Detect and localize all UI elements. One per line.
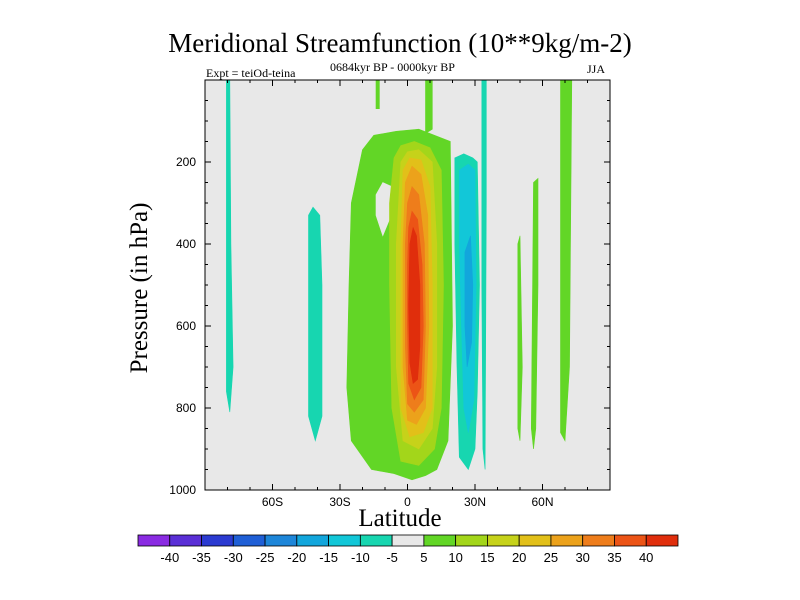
- colorbar-box: [487, 534, 520, 547]
- colorbar-box: [455, 534, 488, 547]
- y-tick-label: 200: [176, 155, 196, 169]
- contour-northern-band-3: [560, 80, 573, 442]
- experiment-label: Expt = teiOd-teina: [206, 66, 296, 80]
- contour-northern-band-1: [517, 235, 523, 441]
- colorbar-label: 35: [607, 550, 621, 565]
- x-tick-label: 30N: [464, 495, 486, 509]
- y-axis: 200 400 600 800 1000: [169, 100, 610, 497]
- colorbar-box: [264, 534, 298, 547]
- contour-subtropical-neg-15: [464, 235, 474, 368]
- chart-title: Meridional Streamfunction (10**9kg/m-2): [168, 28, 632, 58]
- colorbar-label: 30: [575, 550, 589, 565]
- x-tick-label: 60S: [262, 495, 283, 509]
- colorbar-box: [614, 534, 647, 547]
- colorbar-label: 25: [544, 550, 558, 565]
- contour-northern-band-2: [530, 177, 539, 450]
- colorbar-label: -15: [319, 550, 338, 565]
- y-tick-label: 400: [176, 237, 196, 251]
- colorbar-label: -10: [351, 550, 370, 565]
- colorbar-box: [645, 534, 679, 547]
- colorbar-label: 10: [448, 550, 462, 565]
- contour-south-high-lat-band: [226, 80, 234, 413]
- contour-field: [226, 80, 573, 481]
- contour-main-cell-40: [408, 226, 421, 384]
- colorbar-label: -40: [160, 550, 179, 565]
- colorbar-box: [296, 534, 329, 547]
- colorbar-label: -30: [224, 550, 243, 565]
- contour-top-lat10-band: [425, 80, 433, 134]
- x-axis: 60S 30S 0 30N 60N: [227, 80, 588, 509]
- colorbar-label: -20: [287, 550, 306, 565]
- contour-south-midlat-band: [308, 206, 323, 442]
- colorbar-label: 15: [480, 550, 494, 565]
- colorbar-box: [423, 534, 457, 547]
- colorbar-box: [169, 534, 202, 547]
- colorbar: -40 -35 -30 -25 -20 -15 -10 -5 5 10 15 20 25 30 35 40: [137, 534, 679, 565]
- x-tick-label: 60N: [531, 495, 553, 509]
- colorbar-box: [137, 534, 171, 547]
- colorbar-box: [391, 534, 425, 547]
- colorbar-label: -35: [192, 550, 211, 565]
- y-tick-label: 1000: [169, 483, 196, 497]
- colorbar-box: [359, 534, 393, 547]
- colorbar-box: [328, 534, 361, 547]
- chart-subtitle: 0684kyr BP - 0000kyr BP: [330, 60, 455, 74]
- colorbar-label: 40: [639, 550, 653, 565]
- season-label: JJA: [587, 62, 606, 76]
- contour-thin-neg-band: [481, 80, 487, 470]
- colorbar-label: -25: [256, 550, 275, 565]
- contour-top-lat-neg13: [375, 80, 380, 109]
- y-tick-label: 600: [176, 319, 196, 333]
- colorbar-box: [201, 534, 234, 547]
- colorbar-box: [550, 534, 584, 547]
- colorbar-label: 20: [512, 550, 526, 565]
- x-tick-label: 0: [404, 495, 411, 509]
- colorbar-label: -5: [386, 550, 398, 565]
- colorbar-label: 5: [420, 550, 427, 565]
- y-tick-label: 800: [176, 401, 196, 415]
- x-axis-label: Latitude: [358, 505, 442, 532]
- colorbar-box: [518, 534, 552, 547]
- colorbar-box: [232, 534, 266, 547]
- colorbar-box: [582, 534, 615, 547]
- x-tick-label: 30S: [329, 495, 350, 509]
